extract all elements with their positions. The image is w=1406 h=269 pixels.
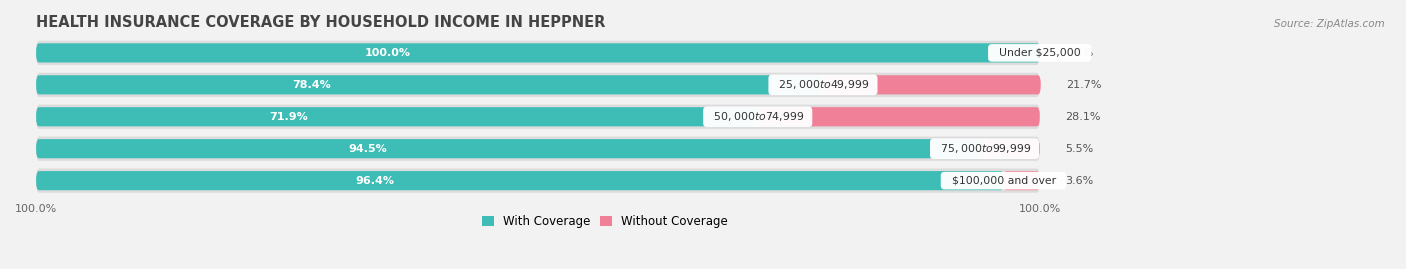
Text: 5.5%: 5.5%: [1064, 144, 1092, 154]
Text: Under $25,000: Under $25,000: [991, 48, 1088, 58]
FancyBboxPatch shape: [823, 75, 1040, 94]
FancyBboxPatch shape: [37, 137, 1039, 161]
Text: $75,000 to $99,999: $75,000 to $99,999: [934, 142, 1035, 155]
Text: 94.5%: 94.5%: [349, 144, 388, 154]
FancyBboxPatch shape: [37, 107, 758, 126]
Text: $100,000 and over: $100,000 and over: [945, 176, 1063, 186]
FancyBboxPatch shape: [37, 43, 1039, 62]
Text: HEALTH INSURANCE COVERAGE BY HOUSEHOLD INCOME IN HEPPNER: HEALTH INSURANCE COVERAGE BY HOUSEHOLD I…: [37, 15, 606, 30]
Text: 96.4%: 96.4%: [356, 176, 394, 186]
FancyBboxPatch shape: [758, 107, 1039, 126]
FancyBboxPatch shape: [984, 139, 1039, 158]
Text: 78.4%: 78.4%: [292, 80, 330, 90]
Text: 3.6%: 3.6%: [1064, 176, 1092, 186]
Text: 0.0%: 0.0%: [1064, 48, 1092, 58]
Text: 100.0%: 100.0%: [364, 48, 411, 58]
Legend: With Coverage, Without Coverage: With Coverage, Without Coverage: [482, 215, 728, 228]
Text: 71.9%: 71.9%: [270, 112, 308, 122]
FancyBboxPatch shape: [37, 171, 1004, 190]
FancyBboxPatch shape: [37, 168, 1039, 193]
FancyBboxPatch shape: [37, 105, 1039, 129]
FancyBboxPatch shape: [37, 41, 1039, 65]
Text: $25,000 to $49,999: $25,000 to $49,999: [772, 78, 873, 91]
FancyBboxPatch shape: [37, 73, 1039, 97]
Text: Source: ZipAtlas.com: Source: ZipAtlas.com: [1274, 19, 1385, 29]
FancyBboxPatch shape: [1004, 171, 1039, 190]
FancyBboxPatch shape: [37, 75, 823, 94]
Text: 28.1%: 28.1%: [1064, 112, 1101, 122]
Text: 21.7%: 21.7%: [1066, 80, 1101, 90]
FancyBboxPatch shape: [37, 139, 984, 158]
Text: $50,000 to $74,999: $50,000 to $74,999: [707, 110, 808, 123]
